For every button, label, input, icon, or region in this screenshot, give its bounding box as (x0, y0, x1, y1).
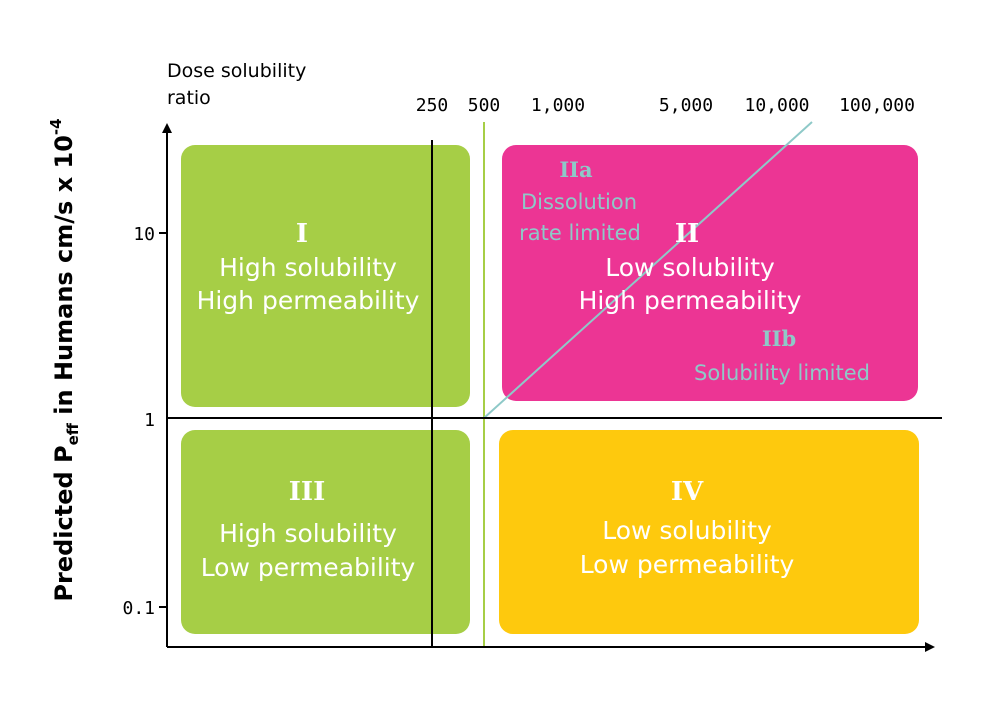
subregion-IIa-title: IIa (559, 157, 593, 182)
iia-iib-divider (483, 121, 813, 419)
y-tick-label-1: 1 (144, 410, 155, 431)
y-tick-label-10: 10 (133, 224, 155, 245)
x-axis-caption-line1: Dose solubility (167, 60, 306, 82)
quadrant-IV-line2: Low permeability (580, 550, 795, 579)
y-axis-label: Predicted Peff in Humans cm/s x 10-4 (47, 118, 82, 601)
x-tick-label-5000: 5,000 (659, 95, 713, 116)
quadrant-II-line2: High permeability (579, 286, 802, 315)
y-axis-label-superscript: -4 (47, 118, 65, 135)
y-tick-label-0.1: 0.1 (122, 598, 155, 619)
x-tick-label-100000: 100,000 (839, 95, 915, 116)
y-axis-label-subscript: eff (64, 422, 82, 445)
quadrant-III-line1: High solubility (219, 519, 397, 548)
quadrant-IV-box (499, 430, 919, 634)
quadrant-I-line2: High permeability (197, 286, 420, 315)
subregion-IIa-line1: Dissolution (521, 190, 637, 214)
x-tick-label-500: 500 (468, 95, 501, 116)
y-axis-label-middle: in Humans cm/s x 10 (50, 135, 78, 423)
quadrant-II-box (502, 145, 918, 401)
quadrant-I-title: I (296, 219, 308, 249)
quadrant-IV-title: IV (671, 477, 704, 507)
x-tick-label-10000: 10,000 (744, 95, 809, 116)
quadrant-II-line1: Low solubility (605, 253, 775, 282)
x-axis-caption-line2: ratio (167, 87, 211, 109)
quadrant-I-box (181, 145, 470, 407)
quadrant-III-box (181, 430, 470, 634)
quadrant-I-line1: High solubility (219, 253, 397, 282)
quadrant-III-line2: Low permeability (201, 553, 416, 582)
quadrant-III-title: III (289, 477, 326, 507)
y-axis-label-prefix: Predicted P (50, 445, 78, 601)
quadrant-II-title: II (675, 219, 699, 249)
quadrant-IV-line1: Low solubility (602, 516, 772, 545)
x-tick-label-250: 250 (416, 95, 449, 116)
subregion-IIb-title: IIb (762, 326, 796, 351)
subregion-IIa-line2: rate limited (519, 221, 641, 245)
x-tick-label-1000: 1,000 (531, 95, 585, 116)
subregion-IIb-line1: Solubility limited (694, 361, 870, 385)
